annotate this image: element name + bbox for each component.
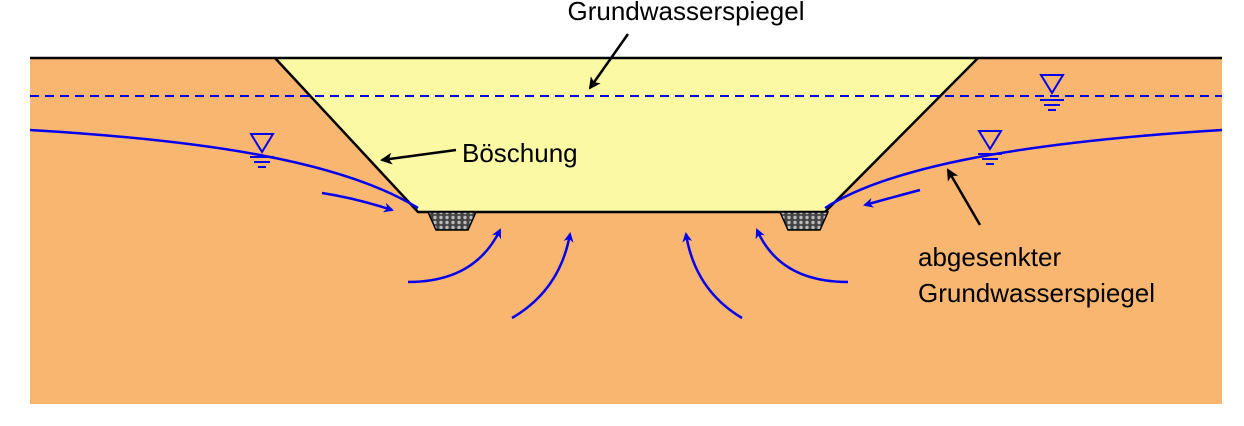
slope-label: Böschung	[462, 138, 578, 168]
drain-left	[426, 211, 478, 231]
water-level-symbol-left	[249, 133, 275, 168]
lowered-groundwater-curve-left	[29, 128, 419, 210]
flow-arrow-right-outer	[755, 228, 849, 284]
seepage-flow-arrows	[321, 188, 921, 320]
water-level-symbol-top-right	[1039, 74, 1065, 111]
water-level-symbol-right	[977, 130, 1003, 165]
flow-arrow-left-inner	[511, 232, 574, 320]
pointer-arrow-slope	[380, 148, 457, 165]
drain-right	[778, 211, 830, 231]
flow-arrow-right-inner	[682, 232, 743, 320]
pointer-arrow-groundwater	[588, 33, 630, 90]
lowered-groundwater-label-line2: Grundwasserspiegel	[918, 278, 1155, 308]
groundwater-level-label: Grundwasserspiegel	[567, 0, 804, 26]
lowered-groundwater-label-line1: abgesenkter	[918, 242, 1061, 272]
flow-arrow-left-upper	[321, 191, 394, 213]
pointer-arrow-lowered	[946, 168, 982, 226]
flow-arrow-left-outer	[407, 228, 502, 284]
flow-arrow-right-upper	[863, 188, 921, 208]
excavation-outline	[274, 57, 979, 214]
